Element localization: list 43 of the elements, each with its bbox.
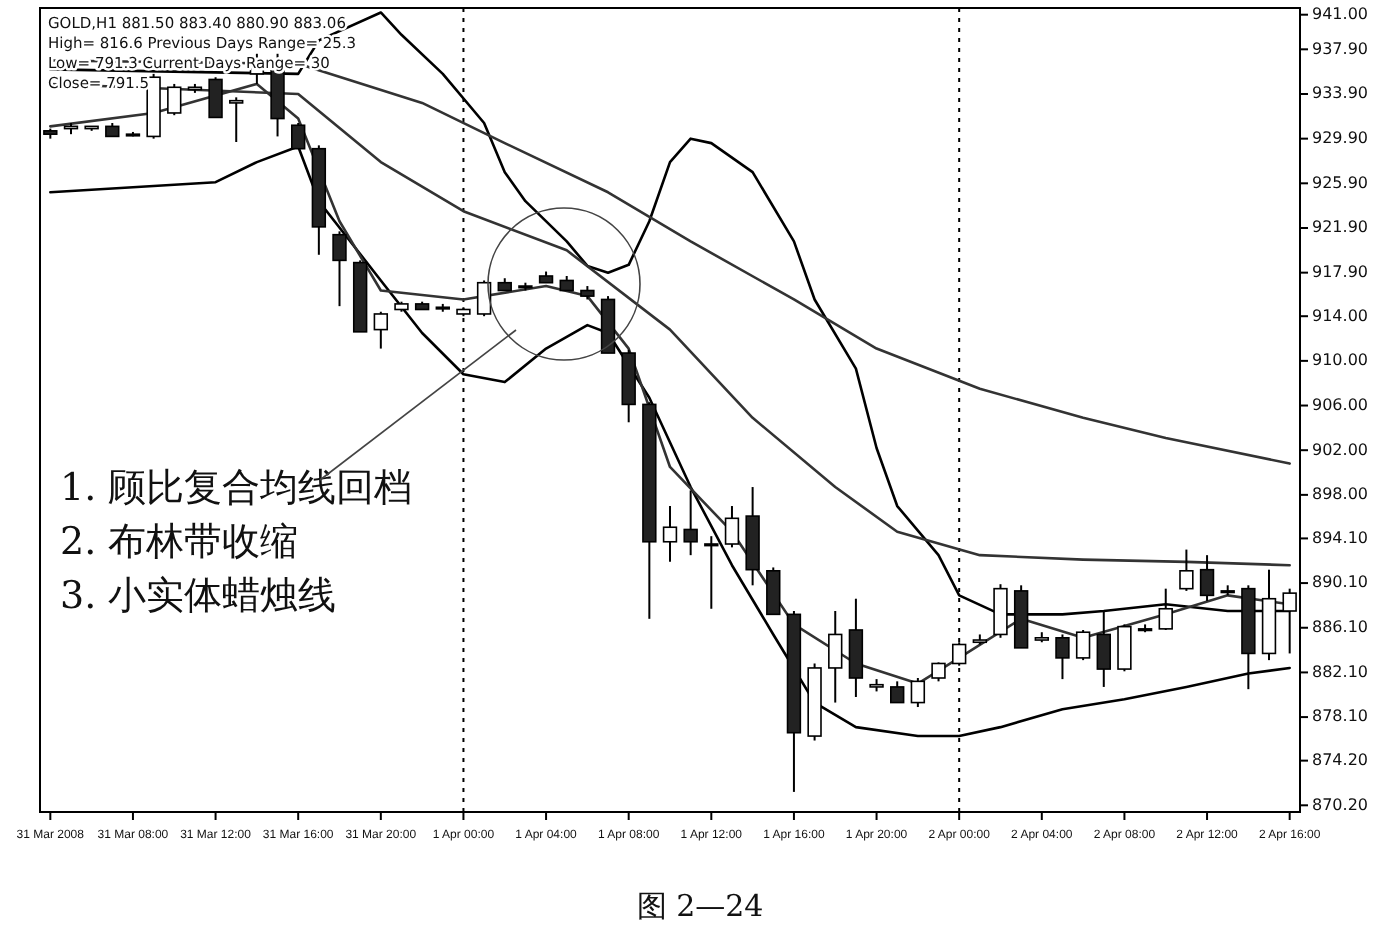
y-tick-label: 906.00 (1312, 395, 1368, 414)
annotation: 3. 小实体蜡烛线 (60, 574, 337, 618)
candlestick (1117, 623, 1132, 673)
candlestick (683, 489, 698, 557)
candlestick (704, 535, 719, 610)
y-tick-label: 933.90 (1312, 84, 1368, 103)
candlestick (724, 505, 740, 549)
y-tick-label: 921.90 (1312, 218, 1368, 237)
y-tick-label: 874.20 (1312, 751, 1368, 770)
candlestick (229, 96, 244, 143)
y-tick-label: 902.00 (1312, 440, 1368, 459)
y-tick-label: 925.90 (1312, 173, 1368, 192)
candlestick (890, 680, 905, 704)
candlestick (373, 310, 389, 350)
candlestick (1179, 548, 1194, 592)
y-tick-label: 937.90 (1312, 39, 1368, 58)
y-tick-label: 917.90 (1312, 263, 1368, 282)
y-tick-label: 886.10 (1312, 618, 1368, 637)
candlestick (828, 610, 843, 704)
y-tick-label: 894.10 (1312, 528, 1368, 547)
candlestick (766, 566, 781, 616)
annotation: 1. 顾比复合均线回档 (60, 466, 413, 510)
y-tick-label: 882.10 (1312, 662, 1368, 681)
candlestick (208, 76, 223, 119)
candlestick (167, 82, 182, 117)
y-tick-label: 898.00 (1312, 485, 1368, 504)
y-tick-label: 910.00 (1312, 351, 1368, 370)
candlestick (662, 505, 678, 563)
y-tick-label: 870.20 (1312, 795, 1368, 814)
candlestick (1199, 554, 1215, 602)
text: 图 2—24 (636, 888, 764, 924)
candlestick (910, 677, 926, 709)
y-tick-label: 914.00 (1312, 306, 1368, 325)
annotation: 2. 布林带收缩 (60, 520, 299, 564)
candlestick (332, 230, 347, 308)
y-tick-label: 878.10 (1312, 707, 1368, 726)
candlestick (931, 661, 946, 683)
candlestick (476, 279, 492, 318)
candlestick (1055, 633, 1070, 681)
y-tick-label: 941.00 (1312, 5, 1368, 24)
candlestick (1075, 628, 1091, 662)
y-tick-label: 929.90 (1312, 129, 1368, 148)
y-tick-label: 890.10 (1312, 573, 1368, 592)
